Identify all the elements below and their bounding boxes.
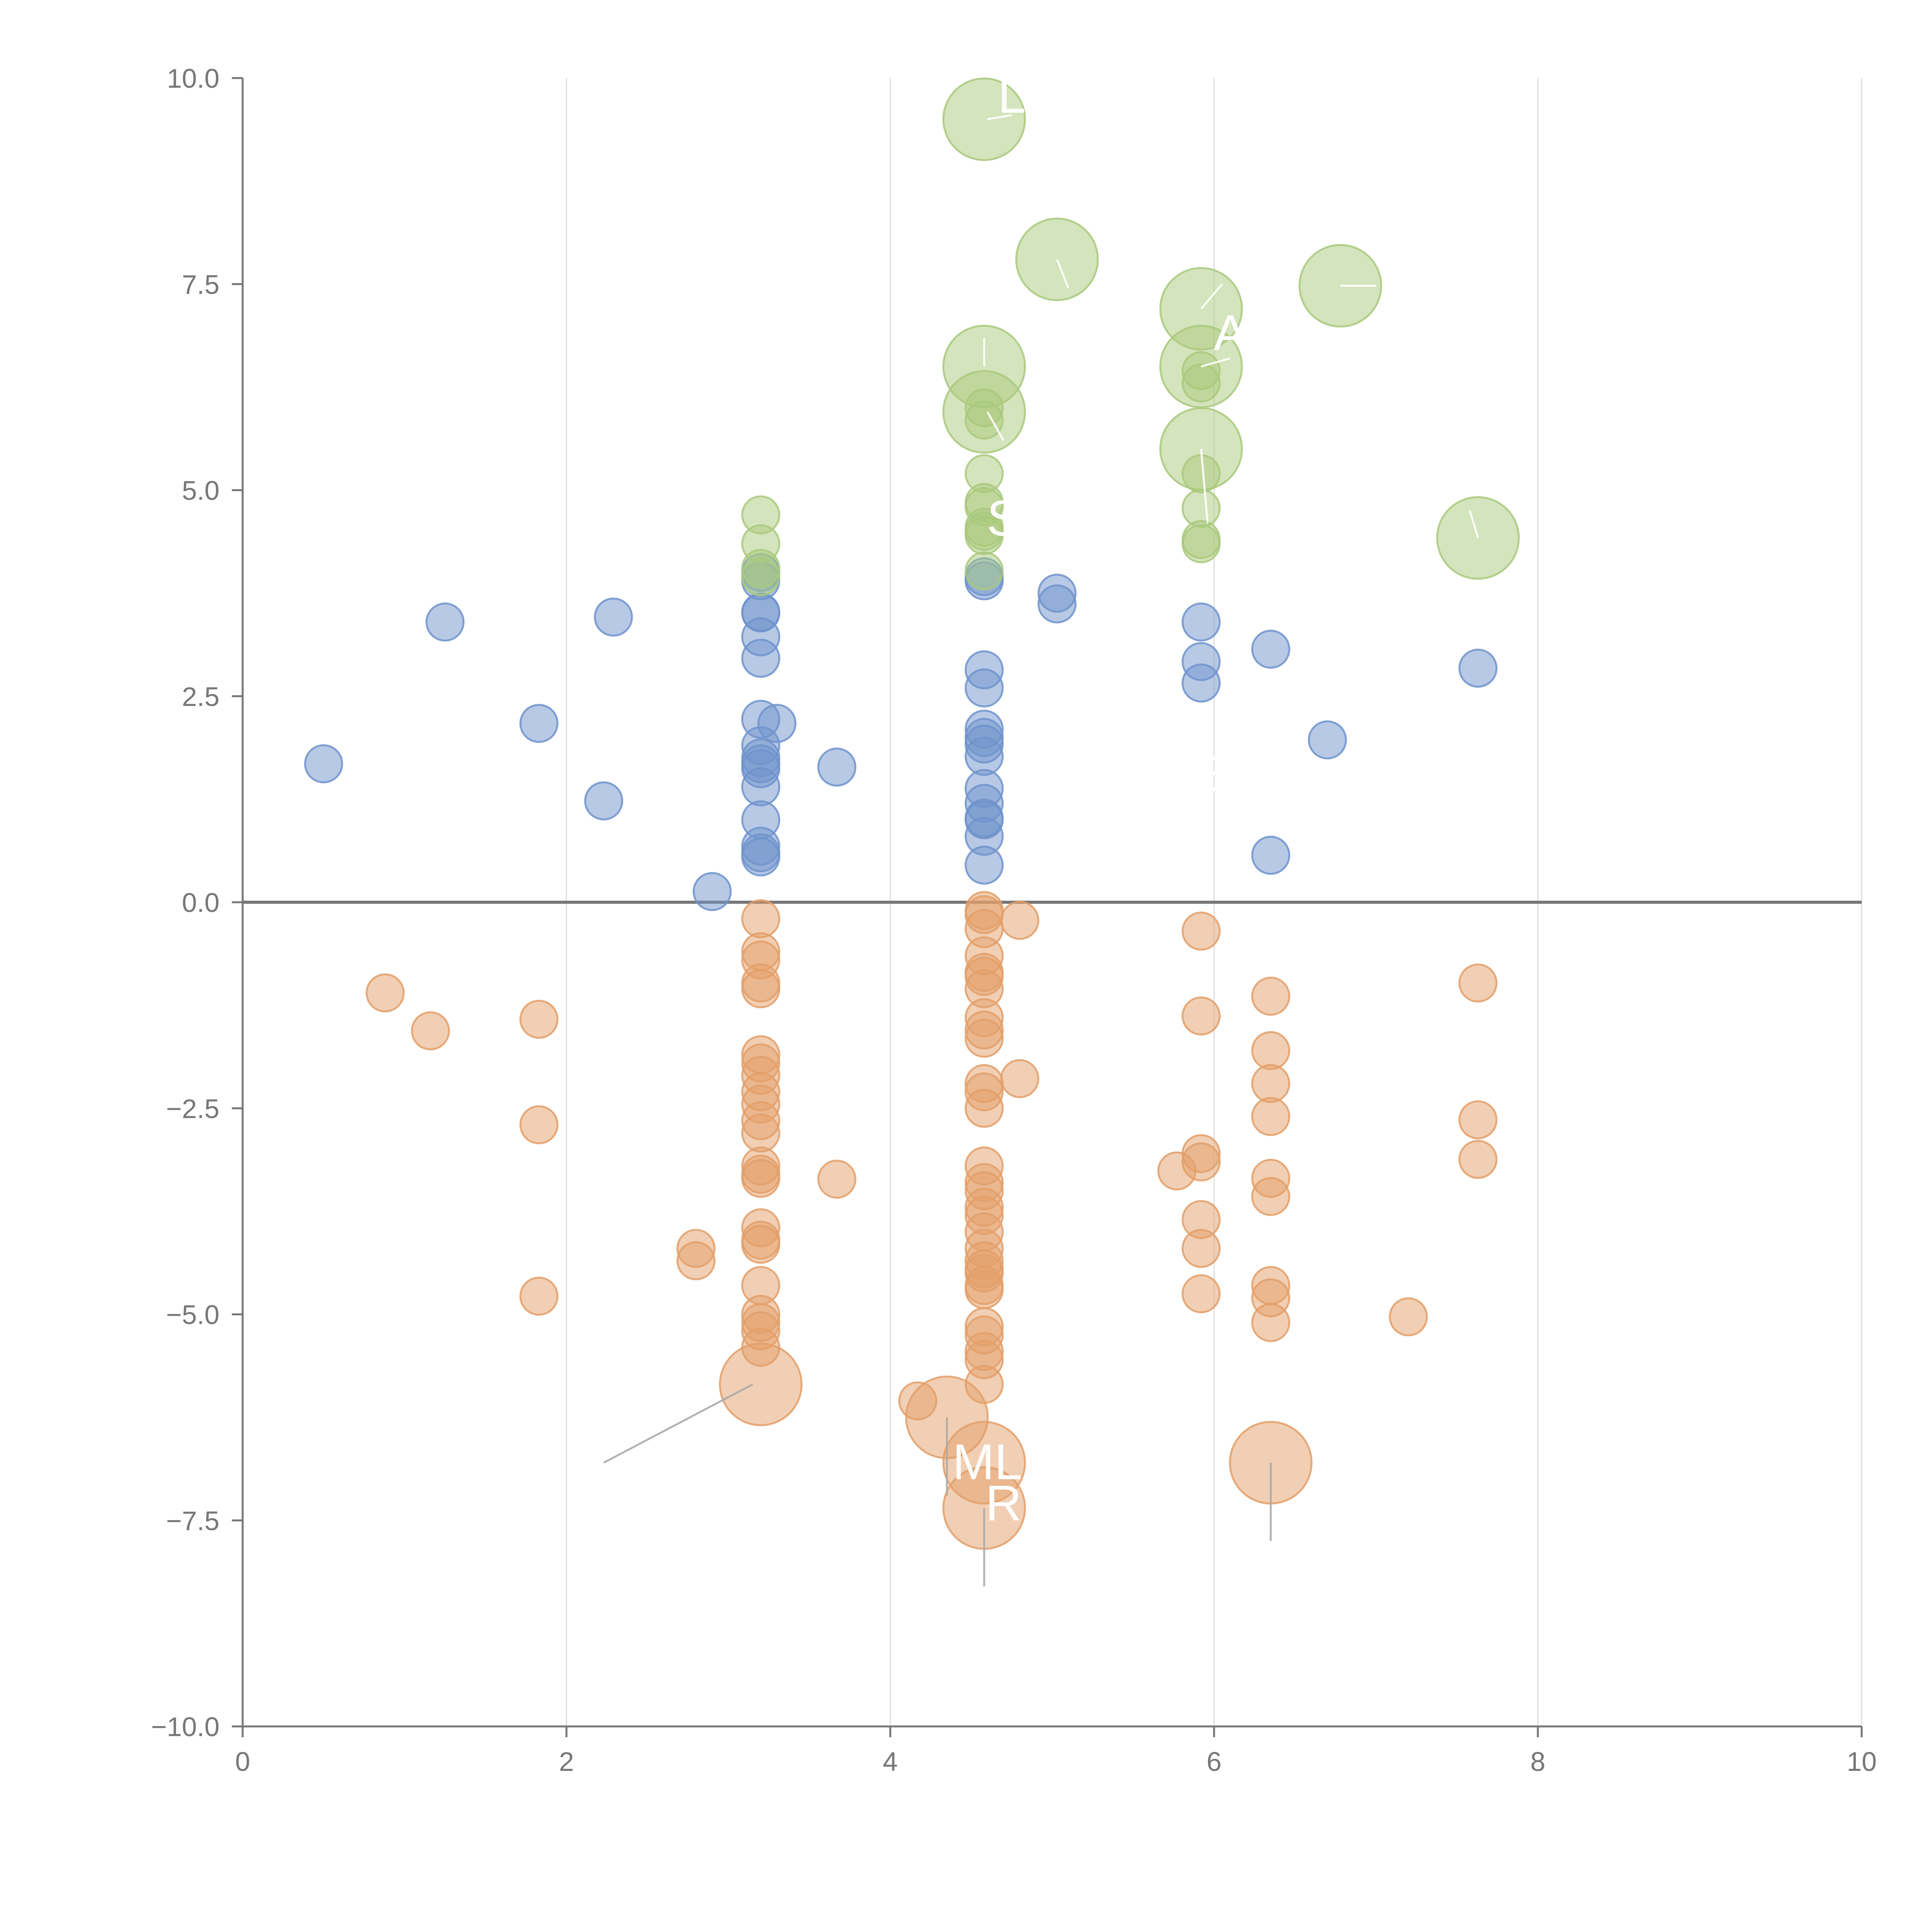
orange-point [1251, 1064, 1291, 1103]
leader-line [1469, 510, 1479, 538]
leader-line [1201, 357, 1231, 367]
x-tick-label: 4 [883, 1747, 898, 1777]
orange-point [719, 1342, 803, 1426]
green-point [964, 551, 1004, 591]
x-tick-label: 8 [1531, 1747, 1546, 1777]
blue-point [1251, 835, 1291, 875]
orange-point [964, 1270, 1004, 1310]
orange-point [1458, 1100, 1498, 1139]
orange-point [1251, 1177, 1291, 1216]
x-tick-label: 2 [559, 1747, 574, 1777]
green-point [1015, 218, 1099, 301]
y-tick-label: 10.0 [167, 63, 219, 94]
orange-point [741, 899, 781, 939]
leader-line [1200, 283, 1223, 310]
blue-point [741, 639, 781, 678]
blue-point [1251, 629, 1291, 669]
blue-point [1308, 720, 1347, 760]
orange-point [964, 1019, 1004, 1058]
x-tick-label: 10 [1847, 1747, 1877, 1777]
blue-point [964, 845, 1004, 885]
y-tick-label: −2.5 [166, 1094, 219, 1124]
orange-point [817, 1160, 857, 1199]
orange-point [1000, 901, 1039, 940]
orange-point [676, 1241, 716, 1281]
blue-point [1458, 648, 1498, 688]
blue-point [594, 597, 633, 637]
orange-point [1181, 912, 1221, 951]
blue-point [817, 747, 857, 787]
point-label: S [987, 490, 1020, 546]
orange-point [964, 1365, 1004, 1404]
green-point [1181, 524, 1221, 563]
y-tick-label: −10.0 [151, 1712, 219, 1742]
point-label: ML [952, 1434, 1022, 1490]
orange-point [741, 1159, 781, 1198]
point-label: E [1197, 745, 1231, 802]
orange-point [519, 1105, 559, 1145]
orange-point [1181, 996, 1221, 1036]
green-point [1181, 454, 1221, 493]
blue-point [964, 668, 1004, 707]
blue-point [741, 767, 781, 806]
leader-line [1056, 259, 1070, 289]
orange-point [741, 1113, 781, 1153]
green-point [964, 400, 1004, 440]
x-tick-label: 0 [235, 1747, 250, 1777]
blue-point [425, 602, 465, 642]
green-point [1181, 363, 1221, 403]
orange-point [741, 969, 781, 1009]
orange-point [519, 1277, 559, 1316]
orange-point [1251, 1031, 1291, 1070]
orange-point [411, 1011, 450, 1051]
blue-point [1181, 663, 1221, 703]
leader-line [987, 114, 1012, 121]
leader-lines [603, 114, 1479, 1587]
orange-point [366, 973, 405, 1013]
blue-point [692, 872, 732, 911]
point-label: L [998, 67, 1026, 124]
blue-point [304, 744, 343, 784]
x-tick-label: 6 [1207, 1747, 1222, 1777]
y-tick-label: 0.0 [182, 888, 219, 918]
data-points [304, 77, 1520, 1550]
point-label: R [985, 1475, 1022, 1531]
blue-point [1037, 584, 1077, 624]
orange-point [741, 1225, 781, 1264]
y-tick-label: 7.5 [182, 269, 219, 299]
blue-point [519, 704, 559, 743]
orange-point [1181, 1274, 1221, 1313]
blue-point [584, 781, 623, 821]
orange-point [519, 1000, 559, 1039]
orange-point [1181, 1142, 1221, 1182]
blue-point [1181, 602, 1221, 642]
leader-line [1200, 449, 1209, 524]
leader-line [603, 1383, 753, 1464]
y-tick-label: −7.5 [166, 1506, 219, 1536]
orange-point [1458, 963, 1498, 1003]
orange-point [1251, 1303, 1291, 1342]
axes: 0 2 4 6 8 10 −10.0 −7.5 −5.0 −2.5 0.0 2.5 5.0 7.5 10.0 [151, 63, 1877, 1777]
y-tick-label: −5.0 [166, 1300, 219, 1330]
green-point [741, 557, 781, 596]
y-tick-label: 2.5 [182, 682, 219, 712]
orange-point [1251, 976, 1291, 1016]
leader-line [986, 411, 1005, 441]
y-tick-label: 5.0 [182, 476, 219, 506]
orange-point [1458, 1139, 1498, 1179]
point-label: A [1214, 304, 1247, 361]
orange-point [964, 1088, 1004, 1128]
orange-point [1389, 1297, 1428, 1337]
green-point [942, 77, 1026, 161]
orange-point [1181, 1229, 1221, 1268]
orange-point [1000, 1059, 1039, 1098]
point-labels: MLR S L A E [952, 67, 1247, 1531]
orange-point [1251, 1097, 1291, 1136]
blue-point [741, 837, 781, 877]
